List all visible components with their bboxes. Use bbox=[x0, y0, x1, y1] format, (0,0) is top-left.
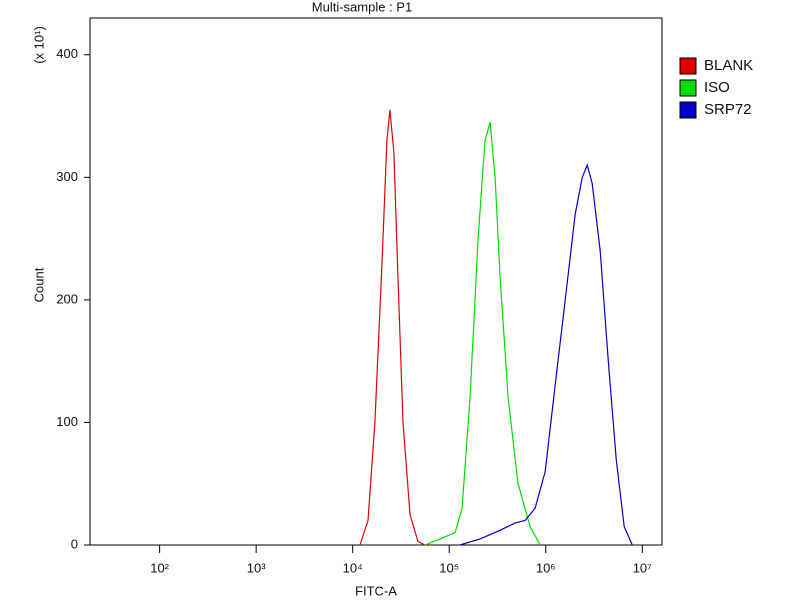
legend-swatch bbox=[679, 79, 697, 97]
x-tick-label: 10³ bbox=[247, 560, 266, 575]
legend-label: BLANK bbox=[704, 57, 753, 74]
x-tick-label: 10² bbox=[150, 560, 169, 575]
y-unit-note: (x 10¹) bbox=[31, 26, 46, 64]
y-axis-label: Count bbox=[31, 267, 46, 302]
histogram-line bbox=[424, 122, 541, 546]
y-tick-label: 300 bbox=[56, 169, 78, 184]
x-tick-label: 10⁶ bbox=[536, 560, 556, 575]
y-tick-label: 0 bbox=[71, 536, 78, 551]
y-tick-label: 200 bbox=[56, 291, 78, 306]
x-axis-label: FITC-A bbox=[355, 583, 397, 598]
y-tick-label: 400 bbox=[56, 46, 78, 61]
histogram-line bbox=[459, 163, 633, 546]
histogram-line bbox=[359, 109, 426, 546]
x-tick-label: 10⁷ bbox=[633, 560, 652, 575]
legend-label: SRP72 bbox=[704, 101, 752, 118]
x-tick-label: 10⁵ bbox=[439, 560, 459, 575]
y-tick-label: 100 bbox=[56, 414, 78, 429]
x-tick-label: 10⁴ bbox=[343, 560, 363, 575]
legend-swatch bbox=[679, 57, 697, 75]
chart-title: Multi-sample : P1 bbox=[312, 0, 412, 14]
legend-label: ISO bbox=[704, 79, 730, 96]
plot-frame bbox=[89, 17, 663, 546]
legend-swatch bbox=[679, 101, 697, 119]
